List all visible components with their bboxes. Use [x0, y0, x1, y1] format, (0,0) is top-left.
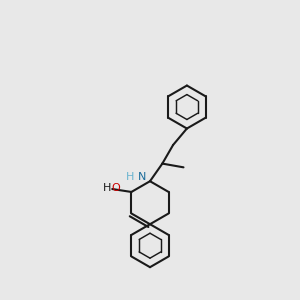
- Text: N: N: [138, 172, 146, 182]
- Text: H: H: [103, 183, 112, 194]
- Text: O: O: [112, 183, 120, 194]
- Text: H: H: [125, 172, 134, 182]
